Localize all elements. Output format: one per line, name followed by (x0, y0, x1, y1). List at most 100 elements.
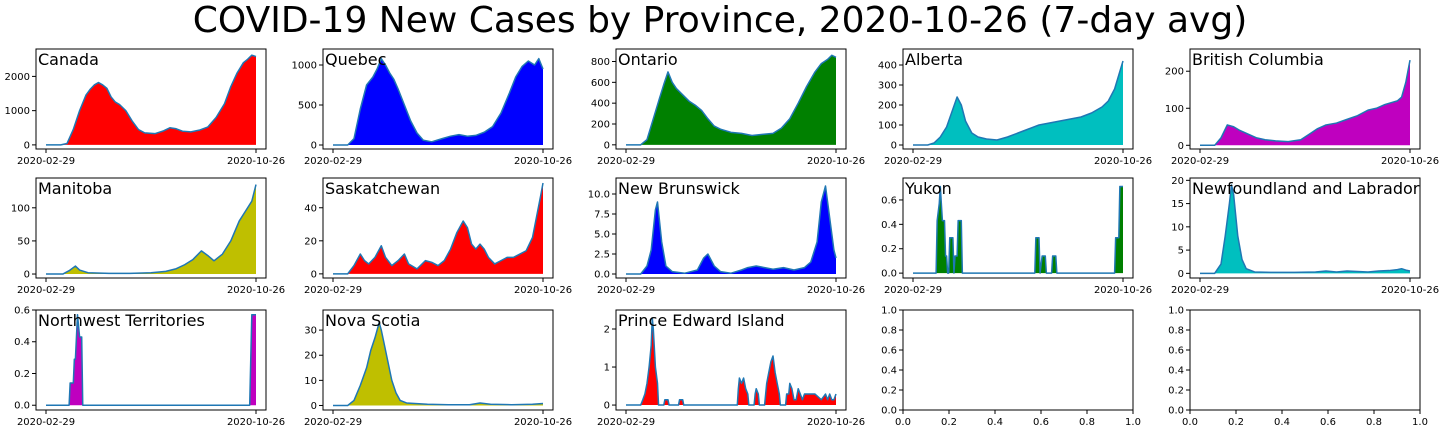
axes-frame (322, 48, 554, 150)
y-tick-label: 1 (604, 363, 610, 374)
axes-frame (615, 309, 847, 411)
area-nova-scotia (333, 322, 543, 406)
y-tick-label: 7.5 (594, 210, 610, 221)
line-yukon (913, 185, 1123, 274)
panel-manitoba: 2020-02-29 2020-10-26 0 50 100 Manitoba (11, 177, 285, 296)
y-tick-label: 0.6 (1168, 346, 1184, 357)
area-quebec (333, 58, 543, 145)
x-tick-label: 0.6 (1033, 417, 1049, 428)
y-tick-label: 0 (604, 140, 610, 151)
area-newfoundland-and-labrador (1200, 184, 1410, 274)
axes-frame (1189, 309, 1421, 411)
x-tick-label: 0.6 (1320, 417, 1336, 428)
axes-frame (322, 177, 554, 279)
x-tick-label-end: 2020-10-26 (1381, 285, 1439, 296)
line-prince-edward-island (626, 317, 837, 406)
x-tick-label: 1.0 (1412, 417, 1428, 428)
line-newfoundland-and-labrador (1200, 184, 1411, 275)
axes-frame (902, 48, 1134, 150)
y-tick-label: 0.4 (881, 220, 897, 231)
y-tick-label: 0 (891, 141, 897, 152)
x-tick-label-start: 2020-02-29 (597, 417, 655, 428)
x-tick-label-end: 2020-10-26 (227, 285, 285, 296)
panel-label: Nova Scotia (325, 311, 420, 330)
line-saskatchewan (333, 182, 544, 275)
panel-quebec: 2020-02-29 2020-10-26 0 500 1000 Quebec (292, 48, 572, 167)
panel-empty-panel-14: 0.0 0.2 0.4 0.6 0.8 1.0 0.0 0.2 0.4 0.6 0.8 1.0 (1168, 306, 1428, 429)
axes-frame (35, 48, 267, 150)
y-tick-label: 0.0 (594, 270, 610, 281)
x-tick-label-start: 2020-02-29 (1171, 156, 1229, 167)
line-quebec (333, 57, 544, 146)
x-tick-label-end: 2020-10-26 (514, 417, 572, 428)
x-tick-label-end: 2020-10-26 (807, 417, 865, 428)
x-tick-label-end: 2020-10-26 (514, 156, 572, 167)
y-tick-label: 30 (304, 326, 317, 337)
x-tick-label-start: 2020-02-29 (17, 285, 75, 296)
x-tick-label-start: 2020-02-29 (304, 285, 362, 296)
axes-frame (902, 309, 1134, 411)
x-tick-label: 0.2 (941, 417, 957, 428)
panel-nova-scotia: 2020-02-29 2020-10-26 0 10 20 30 Nova Scotia (304, 309, 572, 428)
x-tick-label-start: 2020-02-29 (304, 417, 362, 428)
area-canada (46, 55, 256, 145)
y-tick-label: 50 (17, 236, 30, 247)
line-ontario (626, 54, 837, 146)
y-tick-label: 500 (298, 101, 317, 112)
x-tick-label-end: 2020-10-26 (807, 285, 865, 296)
x-tick-label-end: 2020-10-26 (1094, 156, 1152, 167)
y-tick-label: 100 (11, 203, 30, 214)
panel-northwest-territories: 2020-02-29 2020-10-26 0.0 0.2 0.4 0.6 Northwes… (14, 306, 285, 429)
y-tick-label: 0.2 (881, 244, 897, 255)
y-tick-label: 0.2 (1168, 386, 1184, 397)
y-tick-label: 20 (1171, 176, 1184, 187)
line-northwest-territories (46, 314, 256, 406)
x-tick-label-end: 2020-10-26 (1381, 156, 1439, 167)
y-tick-label: 0.2 (881, 386, 897, 397)
x-tick-label-start: 2020-02-29 (304, 156, 362, 167)
y-tick-label: 0.4 (14, 337, 30, 348)
panel-canada: 2020-02-29 2020-10-26 0 1000 2000 Canada (5, 48, 285, 167)
x-tick-label-end: 2020-10-26 (227, 417, 285, 428)
axes-frame (35, 309, 267, 411)
x-tick-label: 0.4 (987, 417, 1003, 428)
x-tick-label: 0.2 (1228, 417, 1244, 428)
y-tick-label: 20 (304, 351, 317, 362)
y-tick-label: 20 (304, 236, 317, 247)
x-tick-label-start: 2020-02-29 (17, 417, 75, 428)
y-tick-label: 0.0 (881, 269, 897, 280)
line-manitoba (46, 184, 257, 275)
y-tick-label: 0.8 (1168, 326, 1184, 337)
figure-title: COVID-19 New Cases by Province, 2020-10-… (193, 0, 1248, 41)
line-british-columbia (1200, 59, 1411, 147)
x-tick-label-end: 2020-10-26 (514, 285, 572, 296)
y-tick-label: 200 (878, 101, 897, 112)
panel-label: Quebec (325, 50, 386, 69)
area-new-brunswick (626, 186, 836, 274)
panel-empty-panel-13: 0.0 0.2 0.4 0.6 0.8 1.0 0.0 0.2 0.4 0.6 0.8 1.0 (881, 306, 1141, 429)
axes-frame (902, 177, 1134, 279)
y-tick-label: 0 (1178, 269, 1184, 280)
panel-british-columbia: 2020-02-29 2020-10-26 0 100 200 British Colum… (1165, 48, 1439, 167)
axes-frame (1189, 48, 1421, 150)
panel-label: Saskatchewan (325, 179, 440, 198)
x-tick-label: 0.0 (1182, 417, 1198, 428)
y-tick-label: 0.0 (881, 406, 897, 417)
y-tick-label: 0.4 (1168, 366, 1184, 377)
area-manitoba (46, 184, 256, 275)
y-tick-label: 0.6 (881, 346, 897, 357)
panel-label: New Brunswick (618, 179, 740, 198)
x-tick-label-end: 2020-10-26 (227, 156, 285, 167)
y-tick-label: 10 (304, 376, 317, 387)
panel-ontario: 2020-02-29 2020-10-26 0 200 400 600 800 Ontario (591, 48, 865, 167)
x-tick-label: 0.8 (1079, 417, 1095, 428)
line-nova-scotia (333, 321, 544, 407)
y-tick-label: 0 (311, 269, 317, 280)
y-tick-label: 1.0 (1168, 306, 1184, 317)
panel-label: Canada (38, 50, 99, 69)
y-tick-label: 0 (24, 140, 30, 151)
x-tick-label: 1.0 (1125, 417, 1141, 428)
panel-prince-edward-island: 2020-02-29 2020-10-26 0 1 2 Prince Edward Isl… (597, 309, 865, 428)
y-tick-label: 5 (1178, 246, 1184, 257)
